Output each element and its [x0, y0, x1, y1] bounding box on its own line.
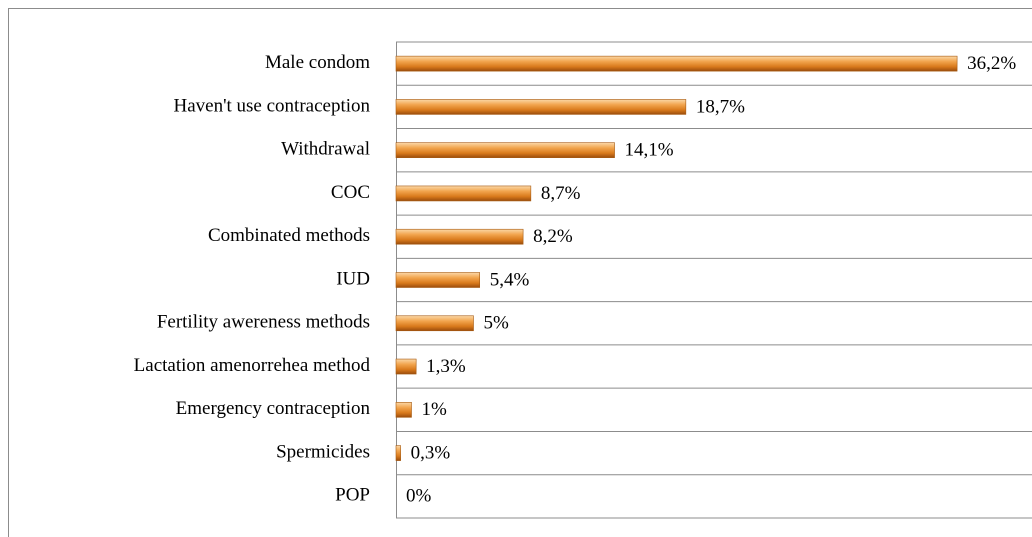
- bar: [395, 99, 687, 115]
- category-label: Withdrawal: [281, 139, 370, 160]
- bar: [395, 358, 417, 375]
- value-label: 5,4%: [490, 269, 530, 290]
- bar: [395, 185, 532, 202]
- bar: [395, 402, 412, 418]
- bar: [395, 272, 480, 288]
- value-label: 1%: [422, 399, 448, 420]
- category-label: IUD: [336, 268, 370, 289]
- category-label: COC: [331, 182, 370, 203]
- category-label: Emergency contraception: [176, 398, 371, 419]
- value-label: 5%: [484, 313, 510, 334]
- value-label: 8,7%: [541, 183, 581, 204]
- bar: [395, 315, 474, 332]
- value-label: 0%: [406, 486, 432, 507]
- bar: [395, 228, 524, 245]
- category-label: Spermicides: [276, 441, 370, 462]
- bar: [395, 142, 615, 158]
- value-label: 18,7%: [696, 96, 745, 117]
- category-label: Combinated methods: [208, 225, 370, 246]
- bar: [395, 445, 401, 461]
- category-label: Fertility awereness methods: [157, 312, 370, 333]
- value-label: 0,3%: [411, 442, 451, 463]
- chart-frame: [8, 8, 1032, 537]
- value-label: 36,2%: [967, 53, 1016, 74]
- value-label: 1,3%: [426, 356, 466, 377]
- value-label: 8,2%: [533, 226, 573, 247]
- bar: [395, 55, 958, 72]
- category-label: POP: [335, 485, 370, 506]
- value-label: 14,1%: [625, 140, 674, 161]
- category-label: Haven't use contraception: [173, 95, 370, 116]
- category-label: Male condom: [265, 52, 370, 73]
- category-label: Lactation amenorrehea method: [134, 355, 371, 376]
